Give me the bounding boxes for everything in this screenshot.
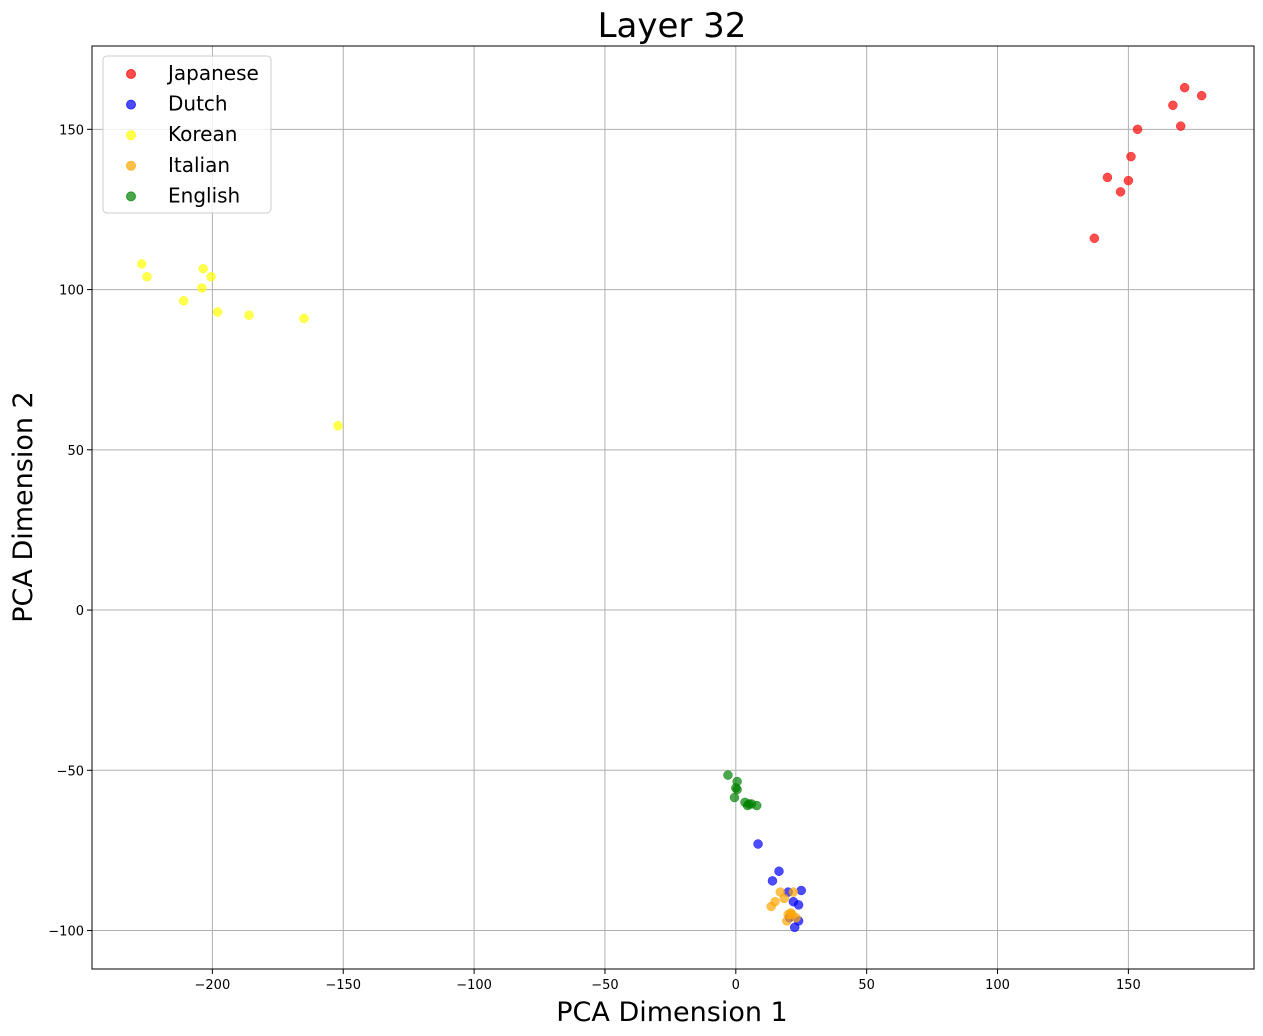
point-dutch [774,866,784,877]
point-korean [206,272,216,282]
point-japanese [1115,187,1126,197]
chart-title: Layer 32 [598,6,747,46]
point-italian [779,893,789,904]
legend-marker-korean [126,130,136,141]
y-tick-label: 50 [67,444,84,459]
data-points [136,82,1207,933]
y-tick-label: −50 [57,764,84,779]
point-italian [782,916,792,926]
legend-label-dutch: Dutch [168,92,228,116]
point-korean [198,263,208,274]
legend-marker-italian [126,160,136,171]
x-tick-label: −100 [456,978,492,993]
legend-label-english: English [168,183,240,207]
y-tick-label: 150 [59,123,84,138]
point-english [751,800,762,811]
x-tick-label: 50 [858,978,875,993]
x-axis-label: PCA Dimension 1 [556,997,787,1028]
point-japanese [1196,90,1207,101]
point-korean [299,313,309,324]
y-tick-label: −100 [48,925,84,940]
y-tick-label: 100 [59,284,84,299]
y-tick-label: 0 [76,604,84,619]
x-tick-label: −200 [195,978,231,993]
point-dutch [793,900,804,910]
y-axis-label: PCA Dimension 2 [8,391,39,622]
legend-label-italian: Italian [168,153,230,177]
x-tick-label: −150 [325,978,361,993]
legend-marker-japanese [126,69,136,79]
point-korean [212,307,223,317]
point-korean [244,310,254,320]
point-korean [178,296,189,306]
point-japanese [1168,100,1178,111]
plot-frame [91,45,1255,970]
point-korean [333,421,343,431]
legend-box [102,55,272,214]
point-english [723,770,733,780]
point-japanese [1089,233,1100,244]
point-dutch [767,876,778,886]
point-korean [136,259,147,269]
point-english [744,799,754,809]
point-korean [142,272,152,282]
point-italian [787,909,797,920]
point-english [732,784,742,795]
legend-marker-english [126,191,136,202]
point-japanese [1102,172,1113,183]
point-japanese [1132,124,1143,135]
point-italian [788,887,799,897]
x-tick-label: 150 [1116,978,1141,993]
x-tick-label: −50 [591,978,618,993]
point-dutch [753,839,763,849]
point-dutch [789,922,800,933]
x-tick-label: 0 [732,978,740,993]
point-korean [197,283,207,293]
point-dutch [796,885,806,896]
point-japanese [1123,175,1134,186]
legend-marker-dutch [126,99,136,110]
legend-label-korean: Korean [168,122,237,146]
point-italian [770,896,780,907]
axis-ticks: −200 −150 −100 −50 0 50 100 150 −100 −50 0 50 100 150 [48,123,1141,993]
x-tick-label: 100 [985,978,1010,993]
legend-label-japanese: Japanese [166,61,259,85]
legend: Japanese Dutch Korean Italian English [102,55,272,214]
point-japanese [1126,151,1136,162]
point-japanese [1179,82,1190,93]
point-english [729,792,740,803]
grid [92,46,1254,969]
point-japanese [1175,121,1186,131]
